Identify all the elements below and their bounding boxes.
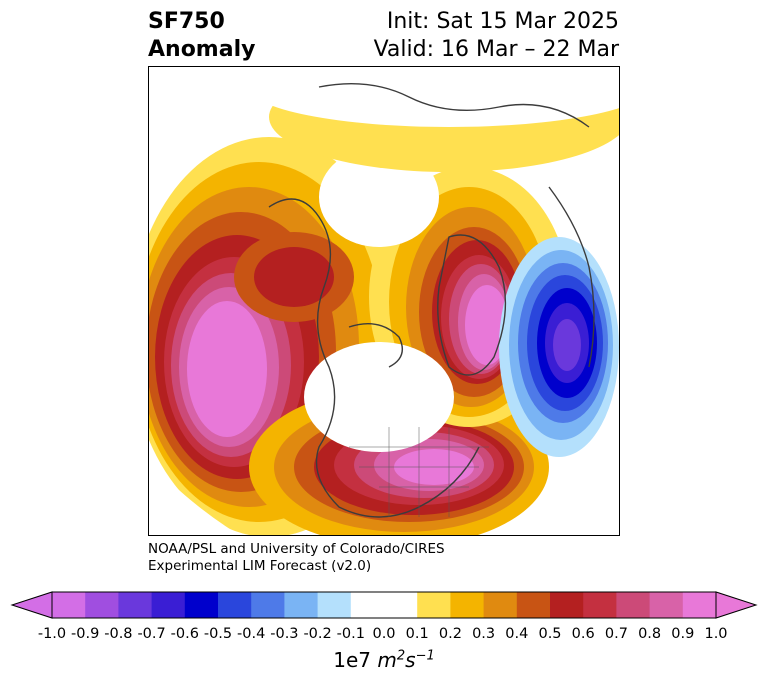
colorbar-border [51,591,717,619]
atlantic-trough [499,237,619,457]
init-date: Init: Sat 15 Mar 2025 [386,9,619,34]
units-prefix: 1e7 [333,648,372,672]
colorbar-swatch [118,592,153,618]
colorbar-ticks: -1.0 -0.9 -0.8 -0.7 -0.6 -0.5 -0.4 -0.3 -0.2 -0.1… [0,626,768,646]
units-m: m [377,648,397,672]
colorbar-tick-label: 0.3 [472,626,496,642]
colorbar-swatch [516,592,551,618]
anomaly-map-svg [149,67,619,535]
colorbar-tick-label: -0.7 [137,626,166,642]
colorbar-swatch [218,592,252,618]
forecast-dates: Init: Sat 15 Mar 2025 Valid: 16 Mar – 22… [374,8,619,64]
colorbar-tick-label: -1.0 [37,626,67,642]
colorbar-tick-label: -0.4 [237,626,266,642]
colorbar-units: 1e7 m2s−1 [0,648,768,672]
colorbar-tick-label: 0.2 [438,626,462,642]
colorbar-swatch [616,592,651,618]
colorbar-swatch [317,592,352,618]
colorbar-swatch [450,592,485,618]
coastlines [268,83,595,518]
colorbar-underflow-arrow [10,591,53,619]
colorbar-tick-label: 0.4 [505,626,529,642]
colorbar-tick-label: 0.6 [571,626,595,642]
colorbar-tick-label: 0.9 [671,626,695,642]
units-s: s [405,648,416,672]
colorbar-swatch [284,592,319,618]
colorbar-swatch [350,592,385,618]
colorbar [0,588,768,628]
credit-line-1: NOAA/PSL and University of Colorado/CIRE… [148,541,445,557]
colorbar-overflow-arrow [715,591,758,619]
colorbar-svg [10,591,758,619]
colorbar-tick-label: -0.2 [303,626,332,642]
colorbar-swatch [550,592,584,618]
pacific-ridge [149,137,409,535]
units-m-exp: 2 [396,648,406,664]
valid-range: Valid: 16 Mar – 22 Mar [373,37,619,62]
colorbar-tick-label: -0.8 [104,626,133,642]
colorbar-swatch [583,592,617,618]
credit-line-2: Experimental LIM Forecast (v2.0) [148,558,372,574]
colorbar-tick-label: 0.5 [538,626,562,642]
colorbar-tick-label: 0.1 [405,626,429,642]
colorbar-tick-label: 0.8 [638,626,662,642]
colorbar-swatch [52,592,86,618]
borders [349,427,489,517]
colorbar-tick-label: 1.0 [704,626,728,642]
colorbar-swatch [649,592,684,618]
colorbar-tick-label: -0.5 [203,626,233,642]
colorbar-swatch [483,592,518,618]
colorbar-swatch [251,592,285,618]
title-field: Anomaly [148,37,256,62]
map-title: SF750 Anomaly [148,8,255,64]
colorbar-tick-label: -0.6 [170,626,199,642]
colorbar-swatch [417,592,451,618]
colorbar-tick-label: -0.9 [71,626,100,642]
colorbar-tick-label: 0.0 [372,626,396,642]
polar-map [148,66,620,536]
title-variable: SF750 [148,9,225,34]
colorbar-swatch [384,592,418,618]
colorbar-swatch [682,592,717,618]
credit-text: NOAA/PSL and University of Colorado/CIRE… [148,541,445,575]
colorbar-tick-label: -0.1 [336,626,365,642]
colorbar-swatch [151,592,186,618]
colorbar-tick-label: -0.3 [270,626,299,642]
colorbar-swatch [184,592,219,618]
arctic-neutral [304,342,454,452]
units-s-exp: −1 [415,648,435,664]
colorbar-tick-label: 0.7 [604,626,628,642]
colorbar-swatch [85,592,119,618]
